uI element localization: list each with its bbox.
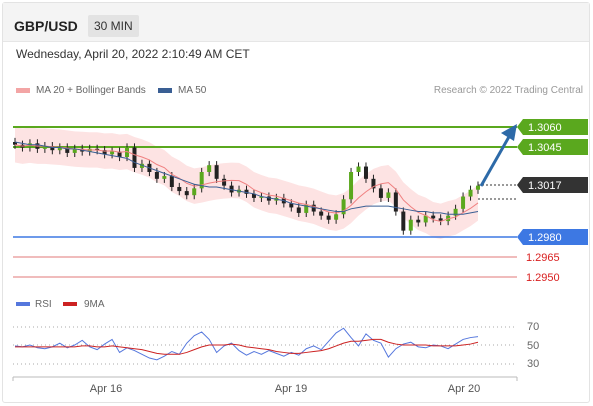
candle-body [296,207,301,213]
candle-body [423,215,428,223]
candle-body [476,185,480,190]
label-1.2965: 1.2965 [526,252,560,264]
widget-frame [2,2,590,403]
candle-body [154,172,159,179]
candle-body [371,178,376,189]
candle-body [393,192,398,212]
candle-body [42,146,47,149]
ma50-line [14,141,479,215]
tag-label-1.3017: 1.3017 [528,180,562,192]
candle-body [169,176,174,187]
candle-body [259,196,264,198]
datetime-label: Wednesday, April 20, 2022 2:10:49 AM CET [16,47,250,61]
candle-body [319,211,324,216]
tag-1.2980: 1.2980 [517,229,588,245]
candle-body [251,193,256,198]
forecast-arrow [479,134,512,187]
candle-body [341,199,346,215]
candle-body [132,147,137,168]
candle-body [378,188,383,198]
candle-body [349,172,354,200]
legend-ma50: MA 50 [158,85,206,96]
candle-body [461,196,466,209]
candle-body [214,165,219,179]
candle-body [207,165,212,172]
x-label-apr19: Apr 19 [275,383,307,395]
bollinger-band [15,127,478,240]
rsi-tick-50: 50 [527,340,539,352]
legend-ma50-label: MA 50 [178,85,207,96]
x-label-apr16: Apr 16 [90,383,122,395]
credit-text: Research © 2022 Trading Central [433,85,583,96]
tag-label-1.3060: 1.3060 [528,122,562,134]
ma20-line [14,144,479,222]
legend-ma20-label: MA 20 + Bollinger Bands [36,85,146,96]
rsi-ma-swatch-icon [63,302,77,306]
ma20-swatch-icon [16,88,30,93]
candle-body [139,163,144,168]
candle-body [177,187,182,192]
candle-body [468,189,473,197]
tag-label-1.2980: 1.2980 [528,232,562,244]
candle-body [162,176,167,179]
timeframe-button[interactable]: 30 MIN [88,15,139,37]
candle-body [363,166,368,179]
candle-body [13,142,17,145]
rsi-ma-line [15,338,479,355]
tag-1.3017: 1.3017 [517,177,588,193]
rsi-line [14,327,479,361]
candle-body [117,151,122,157]
candle-body [416,219,421,223]
candle-body [222,178,227,186]
candle-body [356,166,361,172]
candle-body [102,150,107,155]
candle-body [125,147,130,157]
rsi-legend-label: RSI [35,299,52,310]
candle-body [57,147,62,151]
tag-1.3045: 1.3045 [517,139,588,155]
candle-body [289,203,294,208]
candle-body [453,208,458,216]
candle-body [326,215,331,220]
rsi-tick-70: 70 [527,321,539,333]
candlesticks [13,137,480,235]
candle-body [334,214,339,220]
candle-body [192,188,197,196]
x-label-apr20: Apr 20 [448,383,480,395]
candle-body [431,215,436,219]
candle-body [401,211,406,231]
candle-body [244,189,249,194]
candle-body [199,172,204,189]
tag-label-1.3045: 1.3045 [528,142,562,154]
label-1.2950: 1.2950 [526,272,560,284]
candle-body [311,204,316,212]
symbol-title: GBP/USD [14,18,78,34]
candle-body [72,148,77,153]
candle-body [229,185,234,193]
candle-body [386,192,391,198]
candle-body [266,196,271,201]
rsi-swatch-icon [16,302,30,306]
candle-body [110,151,115,155]
header-bar: GBP/USD 30 MIN [3,3,589,42]
candle-body [304,204,309,213]
candle-body [65,147,70,153]
rsi-ma-legend-label: 9MA [84,299,105,310]
candle-body [184,191,189,196]
forecast-arrow-head-icon [501,124,517,141]
candle-body [438,218,443,222]
tag-1.3060: 1.3060 [517,119,588,135]
candle-body [408,219,413,231]
ma50-swatch-icon [158,88,172,93]
candle-body [50,146,55,151]
rsi-tick-30: 30 [527,358,539,370]
legend-ma20: MA 20 + Bollinger Bands [16,85,146,96]
